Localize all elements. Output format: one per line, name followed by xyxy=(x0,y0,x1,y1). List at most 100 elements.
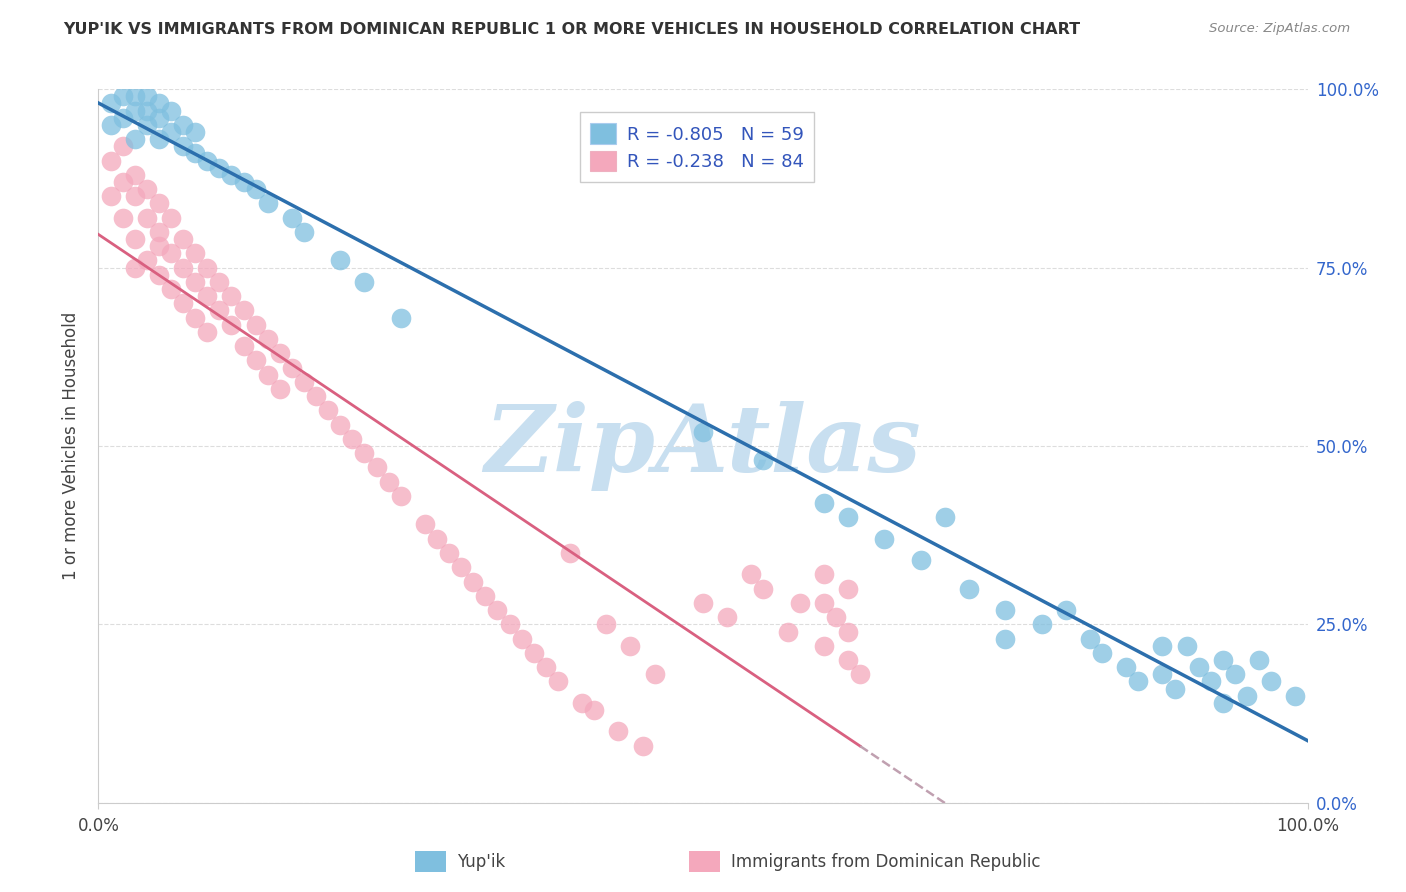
Point xyxy=(208,275,231,289)
Point xyxy=(1128,674,1150,689)
Point xyxy=(148,132,170,146)
Point xyxy=(184,310,207,325)
Point xyxy=(353,275,375,289)
Point xyxy=(124,260,146,275)
Point xyxy=(463,574,485,589)
Point xyxy=(124,189,146,203)
Point xyxy=(631,739,654,753)
Point xyxy=(111,111,134,125)
Point xyxy=(160,246,183,260)
Point xyxy=(135,182,157,196)
Point xyxy=(135,89,157,103)
Point xyxy=(1078,632,1101,646)
Point xyxy=(160,211,183,225)
Point xyxy=(208,161,231,175)
Point xyxy=(740,567,762,582)
Point xyxy=(184,125,207,139)
Point xyxy=(184,275,207,289)
Point xyxy=(281,211,304,225)
Point xyxy=(1199,674,1222,689)
Point xyxy=(342,432,364,446)
Point xyxy=(172,232,194,246)
Point xyxy=(547,674,569,689)
Point xyxy=(184,246,207,260)
Point xyxy=(426,532,449,546)
Point xyxy=(813,596,835,610)
Point xyxy=(523,646,546,660)
Point xyxy=(329,417,352,432)
Point xyxy=(281,360,304,375)
Point xyxy=(607,724,630,739)
Point xyxy=(1115,660,1137,674)
Point xyxy=(619,639,641,653)
Point xyxy=(1223,667,1246,681)
Point xyxy=(389,310,412,325)
Point xyxy=(849,667,872,681)
Point xyxy=(934,510,956,524)
Point xyxy=(437,546,460,560)
Point xyxy=(232,339,254,353)
Point xyxy=(148,225,170,239)
Point xyxy=(232,175,254,189)
Text: ZipAtlas: ZipAtlas xyxy=(485,401,921,491)
Point xyxy=(256,332,278,346)
Point xyxy=(160,282,183,296)
Point xyxy=(474,589,496,603)
Point xyxy=(111,89,134,103)
Point xyxy=(510,632,533,646)
Point xyxy=(135,211,157,225)
Point xyxy=(752,453,775,467)
Point xyxy=(534,660,557,674)
Point xyxy=(148,96,170,111)
Point xyxy=(245,182,267,196)
Point xyxy=(910,553,932,567)
Point xyxy=(221,168,243,182)
Point xyxy=(160,125,183,139)
Point xyxy=(135,103,157,118)
Point xyxy=(498,617,520,632)
Point xyxy=(486,603,509,617)
Point xyxy=(269,346,291,360)
Point xyxy=(305,389,328,403)
Point xyxy=(124,89,146,103)
Point xyxy=(245,318,267,332)
Point xyxy=(172,296,194,310)
Point xyxy=(148,196,170,211)
Point xyxy=(1054,603,1077,617)
Point xyxy=(413,517,436,532)
Point xyxy=(111,175,134,189)
Point xyxy=(256,196,278,211)
Point xyxy=(558,546,581,560)
Y-axis label: 1 or more Vehicles in Household: 1 or more Vehicles in Household xyxy=(62,312,80,580)
Point xyxy=(1175,639,1198,653)
Point xyxy=(292,225,315,239)
Text: Immigrants from Dominican Republic: Immigrants from Dominican Republic xyxy=(731,853,1040,871)
Point xyxy=(195,289,218,303)
Point xyxy=(100,118,122,132)
Point xyxy=(172,118,194,132)
Point xyxy=(269,382,291,396)
Point xyxy=(160,103,183,118)
Point xyxy=(172,139,194,153)
Point xyxy=(221,318,243,332)
Point xyxy=(124,232,146,246)
Point xyxy=(329,253,352,268)
Point xyxy=(450,560,472,574)
Point xyxy=(353,446,375,460)
Point xyxy=(1091,646,1114,660)
Point xyxy=(837,510,859,524)
Point xyxy=(644,667,666,681)
Point xyxy=(813,567,835,582)
Point xyxy=(292,375,315,389)
Point xyxy=(124,132,146,146)
Point xyxy=(752,582,775,596)
Point xyxy=(595,617,617,632)
Point xyxy=(195,325,218,339)
Point xyxy=(583,703,606,717)
Point xyxy=(245,353,267,368)
Point xyxy=(1236,689,1258,703)
Point xyxy=(825,610,848,624)
Point xyxy=(172,260,194,275)
Point xyxy=(716,610,738,624)
Point xyxy=(994,603,1017,617)
